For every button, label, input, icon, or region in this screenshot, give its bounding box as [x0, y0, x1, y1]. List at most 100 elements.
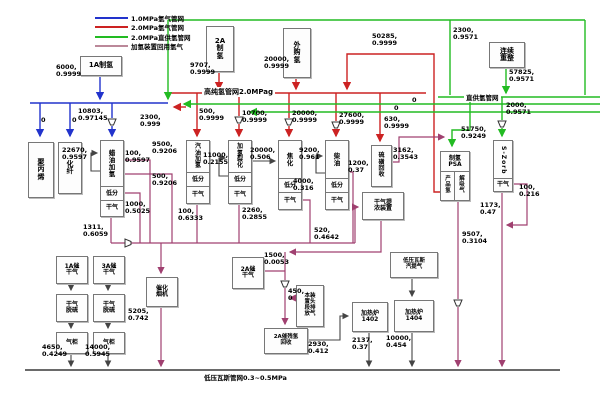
flow-630: 630, 0.9999 — [384, 115, 410, 131]
box-waxoil-hdt: 蜡油加氢 — [100, 140, 124, 188]
box-1a-fcc-drygas: 1A催 干气 — [56, 256, 88, 284]
box-sulfur-recovery: 硫磺回收 — [371, 145, 392, 187]
legend-line-swatch — [95, 26, 128, 29]
flow-10803: 10803, 0.97145 — [78, 107, 108, 123]
box-chemical-fiber: 化纤 — [58, 142, 82, 194]
flow-1200: 1200, 0.37 — [348, 159, 369, 175]
box-diesel-lowsep: 低分 — [325, 178, 349, 194]
flow-1311: 1311, 0.6059 — [83, 223, 109, 239]
box-heater-1404: 加热炉 1404 — [394, 300, 434, 332]
box-szorb-drygas: 干气 — [493, 178, 513, 192]
flow-22670: 22670, 0.9597 — [62, 146, 88, 162]
flow-100-9597: 100, 0.9597 — [125, 149, 151, 165]
flow-2137: 2137, 0.37 — [352, 336, 373, 352]
box-polypropylene: 聚丙烯 — [28, 142, 54, 198]
box-hydrocracker-drygas: 干气 — [228, 186, 252, 204]
flow-57825: 57825, 0.9571 — [509, 68, 535, 84]
box-2a-residual-h2-recovery: 2A催残氢 回收 — [264, 328, 308, 354]
flow-500-9206: 500, 0.9206 — [152, 172, 178, 188]
flow-450: 450, 0 — [288, 287, 305, 303]
flow-4000: 4000, 0.316 — [293, 177, 314, 193]
box-gasoline-drygas: 干气 — [186, 186, 210, 204]
flow-20000-506: 20000, 0.506 — [250, 146, 276, 162]
flow-zero-4: 0 — [394, 104, 399, 112]
flow-1173: 1173, 0.47 — [480, 201, 501, 217]
box-lp-gas-stripper: 低压瓦斯 汽提气 — [390, 252, 438, 278]
box-heater-1402: 加热炉 1402 — [352, 302, 388, 332]
flow-2000: 2000, 0.9571 — [506, 101, 532, 117]
legend-item-1: 2.0MPa氢气管网 — [95, 23, 190, 33]
legend-item-label: 1.0MPa氢气管网 — [131, 14, 184, 23]
box-fcc-flue-machine: 催化 烟机 — [146, 277, 178, 307]
legend-line-swatch — [95, 16, 128, 19]
legend-item-0: 1.0MPa氢气管网 — [95, 13, 190, 23]
flow-10000: 10000, 0.454 — [386, 334, 412, 350]
flow-50285: 50285, 0.9999 — [372, 32, 398, 48]
legend-line-swatch — [95, 35, 128, 38]
flow-5205: 5205, 0.742 — [128, 307, 149, 323]
flow-9507: 9507, 0.3104 — [462, 230, 488, 246]
flow-10700: 10700, 0.9999 — [242, 109, 268, 125]
box-hydrocracker: 加氢裂化 — [228, 140, 252, 174]
flow-2300-green: 2300, 0.9571 — [453, 26, 479, 42]
flow-14000: 14000, 0.5945 — [85, 343, 111, 359]
valve-symbols — [107, 116, 507, 307]
flow-520: 520, 0.4642 — [314, 226, 340, 242]
legend-item-2: 2.0MPa直供氢管网 — [95, 32, 190, 42]
box-boiler-2a: 2A 制氢 — [206, 26, 234, 72]
legend-line-swatch — [95, 45, 128, 48]
box-3a-fcc-drygas: 3A催 干气 — [93, 256, 125, 284]
legend: 1.0MPa氢气管网 2.0MPa氢气管网 2.0MPa直供氢管网 加氢装置回用氢气 — [95, 13, 190, 51]
box-2a-fcc-drygas: 2A催 干气 — [232, 257, 264, 289]
flow-9500: 9500, 0.9206 — [152, 140, 178, 156]
box-waxoil-drygas: 干气 — [100, 200, 124, 217]
box-h2plant-psa: 制氢 PSA — [440, 151, 470, 173]
flow-zero-3: 0 — [412, 96, 417, 104]
box-gasoline-hdt: 汽油加氢 — [186, 140, 210, 174]
flow-3162: 3162, 0.3543 — [393, 146, 419, 162]
legend-item-label: 加氢装置回用氢气 — [131, 43, 183, 52]
flow-100-6333: 100, 0.6333 — [178, 207, 204, 223]
red-header-label: 高纯氢管网2.0MPag — [202, 87, 276, 97]
box-diesel-hdt: 柴油 — [325, 140, 349, 180]
legend-item-3: 加氢装置回用氢气 — [95, 42, 190, 52]
network-blue — [30, 74, 168, 138]
box-gasholder-a: 气柜 — [56, 332, 88, 354]
network-reuse — [110, 133, 528, 368]
flow-9200: 9200, 0.961 — [299, 146, 320, 162]
box-coker: 焦化 — [278, 140, 302, 180]
flow-1500: 1500, 0.0053 — [264, 251, 290, 267]
box-szorb: S-Zorb — [493, 140, 513, 180]
flow-4650: 4650, 0.4249 — [42, 343, 68, 359]
flow-zero-2: 0 — [72, 116, 77, 124]
flow-zero-1: 0 — [41, 116, 46, 124]
box-psa-offgas: 解吸气 — [454, 171, 470, 201]
flow-11000: 11000, 0.2155 — [203, 151, 229, 167]
flow-100-216: 100, 0.216 — [519, 183, 540, 199]
flow-27600: 27600, 0.9999 — [339, 111, 365, 127]
flow-6000: 6000, 0.9999 — [56, 63, 82, 79]
box-drygas-desulf-a: 干气 脱硫 — [56, 294, 88, 322]
lp-header-label: 低压瓦斯管网0.3~0.5MPa — [202, 372, 289, 382]
box-purchased-h2: 外购氢 — [283, 28, 311, 78]
flow-51750: 51750, 0.9249 — [461, 125, 487, 141]
box-reformer: 连续 重整 — [489, 42, 525, 68]
legend-item-label: 2.0MPa直供氢管网 — [131, 33, 191, 42]
box-drygas-enrichment: 干气提 浓装置 — [362, 192, 404, 220]
flow-2930: 2930, 0.412 — [308, 340, 329, 356]
legend-item-label: 2.0MPa氢气管网 — [131, 24, 184, 33]
box-diesel-drygas: 干气 — [325, 192, 349, 210]
flow-9707: 9707, 0.9999 — [190, 61, 216, 77]
box-unit-head-ventgas: 本装 置头 段排 放气 — [296, 285, 324, 327]
flow-20000-coker: 20000, 0.9999 — [292, 109, 318, 125]
box-coker-drygas: 干气 — [278, 192, 302, 210]
flow-2260: 2260, 0.2855 — [242, 206, 268, 222]
box-gasholder-b: 气柜 — [93, 332, 125, 354]
flow-20000-purchased: 20000, 0.9999 — [264, 55, 290, 71]
flow-2300-red: 2300, 0.999 — [140, 113, 161, 129]
flow-1000: 1000, 0.5025 — [125, 200, 151, 216]
green-header-label: 直供氢管网 — [464, 92, 501, 102]
box-drygas-desulf-b: 干气 脱硫 — [93, 294, 125, 322]
